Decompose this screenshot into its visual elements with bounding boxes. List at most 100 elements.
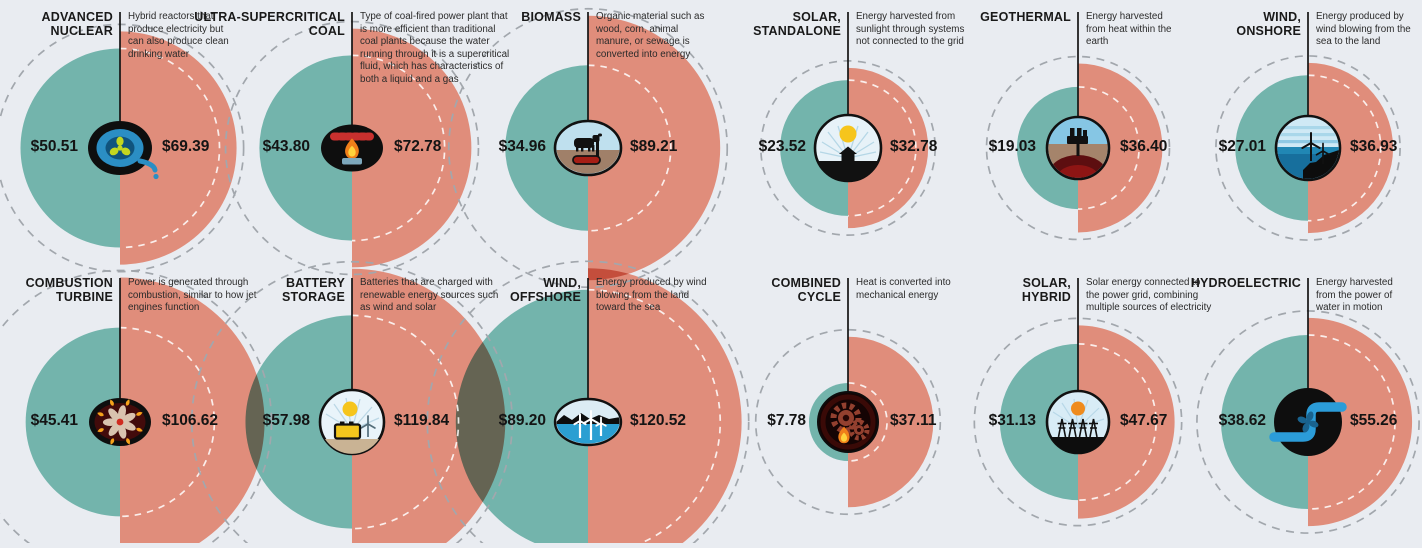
right-cost-semicircle [1308,62,1394,234]
chart-title: ULTRA-SUPERCRITICAL COAL [194,10,345,39]
right-cost-semicircle [848,67,929,229]
right-cost-semicircle [588,268,742,548]
left-value-reference-dash [1077,86,1140,210]
chart-title: WIND, OFFSHORE [509,276,581,305]
hydroelectric-icon [1269,388,1347,456]
right-value-label: $120.52 [630,412,687,429]
right-cost-semicircle [588,15,721,281]
right-value-label: $69.39 [162,138,210,155]
right-cost-semicircle [848,336,934,508]
chart-title: COMBUSTION TURBINE [25,276,113,305]
left-cost-semicircle [455,289,588,548]
left-value-label: $19.03 [988,138,1036,155]
chart-description: Heat is converted into mechanical energy [856,277,951,301]
chart-description: Organic material such as wood, corn, ani… [596,11,705,60]
left-cost-semicircle [259,55,352,241]
left-value-label: $7.78 [767,412,806,429]
right-value-label: $106.62 [162,412,219,429]
chart-description: Energy produced by wind blowing from the… [1316,11,1411,48]
chart-title: COMBINED CYCLE [771,276,841,305]
right-value-reference-dash [0,269,273,548]
right-value-label: $36.93 [1350,138,1398,155]
left-value-reference-dash [351,314,460,530]
right-value-label: $32.78 [890,138,938,155]
left-value-reference-dash [119,47,221,249]
left-value-reference-dash [587,64,672,232]
chart-description: Solar energy connected to the power grid… [1086,277,1212,314]
right-value-label: $37.11 [890,412,937,429]
left-value-reference-dash [1307,74,1382,222]
wind-onshore-icon [1274,114,1342,182]
chart-title: GEOTHERMAL [980,10,1071,24]
flame-shape [838,426,850,444]
left-value-label: $27.01 [1218,138,1266,155]
right-cost-semicircle [1078,63,1163,233]
left-value-reference-dash [351,54,446,242]
biomass-cow-icon [553,119,623,177]
chart-title: WIND, ONSHORE [1236,10,1301,39]
right-value-reference-dash [1215,55,1401,241]
right-value-label: $72.78 [394,138,442,155]
transmission-tower-shape [1057,418,1067,438]
nuclear-icon [88,121,159,180]
right-value-label: $55.26 [1350,412,1398,429]
right-cost-semicircle [1078,325,1175,519]
combustion-turbine-icon [89,398,151,446]
chart-description: Batteries that are charged with renewabl… [360,277,499,314]
left-cost-semicircle [1235,75,1308,221]
left-value-reference-dash [587,288,722,548]
chart-title: SOLAR, HYBRID [1021,276,1071,305]
left-value-label: $89.20 [498,412,546,429]
left-value-label: $38.62 [1218,412,1266,429]
right-value-reference-dash [973,317,1183,527]
wind-offshore-icon [553,397,623,447]
chart-description: Type of coal-fired power plant that is m… [360,11,510,85]
transmission-tower-shape [1078,418,1088,438]
left-cost-semicircle [245,315,352,529]
chart-description: Energy harvested from sunlight through s… [856,11,965,48]
right-cost-semicircle [120,31,237,265]
transmission-tower-shape [1068,418,1077,438]
left-cost-semicircle [505,65,588,231]
left-cost-semicircle [20,48,121,248]
combined-cycle-icon [817,391,879,453]
chart-description: Power is generated through combustion, s… [128,277,257,314]
flame-shape [345,138,359,159]
left-value-label: $57.98 [262,412,310,429]
left-value-label: $45.41 [30,412,78,429]
left-value-label: $31.13 [988,412,1036,429]
right-value-label: $36.40 [1120,138,1168,155]
chart-description: Energy harvested from heat within the ea… [1086,11,1172,48]
left-value-reference-dash [847,382,888,462]
right-value-label: $119.84 [394,412,450,429]
chart-title: HYDROELECTRIC [1190,276,1301,290]
right-value-reference-dash [426,260,750,548]
solar-hybrid-icon [1045,389,1111,455]
left-value-reference-dash [847,79,917,217]
left-cost-semicircle [25,327,120,517]
left-value-label: $34.96 [498,138,546,155]
chart-description: Hybrid reactors that produce electricity… [128,11,229,60]
battery-storage-icon [318,388,386,456]
left-value-label: $50.51 [30,138,78,155]
left-value-label: $43.80 [262,138,310,155]
left-cost-semicircle [1220,334,1308,510]
chart-title: ADVANCED NUCLEAR [41,10,113,39]
chart-title: BIOMASS [521,10,581,24]
right-cost-semicircle [352,268,506,548]
solar-house-icon [813,113,883,183]
chart-title: BATTERY STORAGE [282,276,345,305]
transmission-tower-shape [1089,418,1098,438]
chart-title: SOLAR, STANDALONE [753,10,841,39]
coal-icon [321,124,383,172]
left-cost-semicircle [999,343,1078,501]
right-value-reference-dash [190,260,514,548]
right-cost-semicircle [352,28,472,268]
right-value-reference-dash [754,328,942,516]
chart-description: Energy produced by wind blowing from the… [596,277,707,314]
left-value-reference-dash [1307,334,1396,510]
right-value-label: $47.67 [1120,412,1168,429]
